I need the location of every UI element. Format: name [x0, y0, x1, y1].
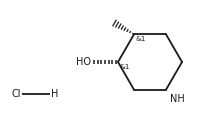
Text: &1: &1 — [136, 36, 146, 42]
Text: NH: NH — [170, 94, 185, 104]
Text: Cl: Cl — [11, 89, 21, 99]
Text: H: H — [51, 89, 58, 99]
Text: &1: &1 — [120, 64, 130, 70]
Text: HO: HO — [76, 57, 91, 67]
